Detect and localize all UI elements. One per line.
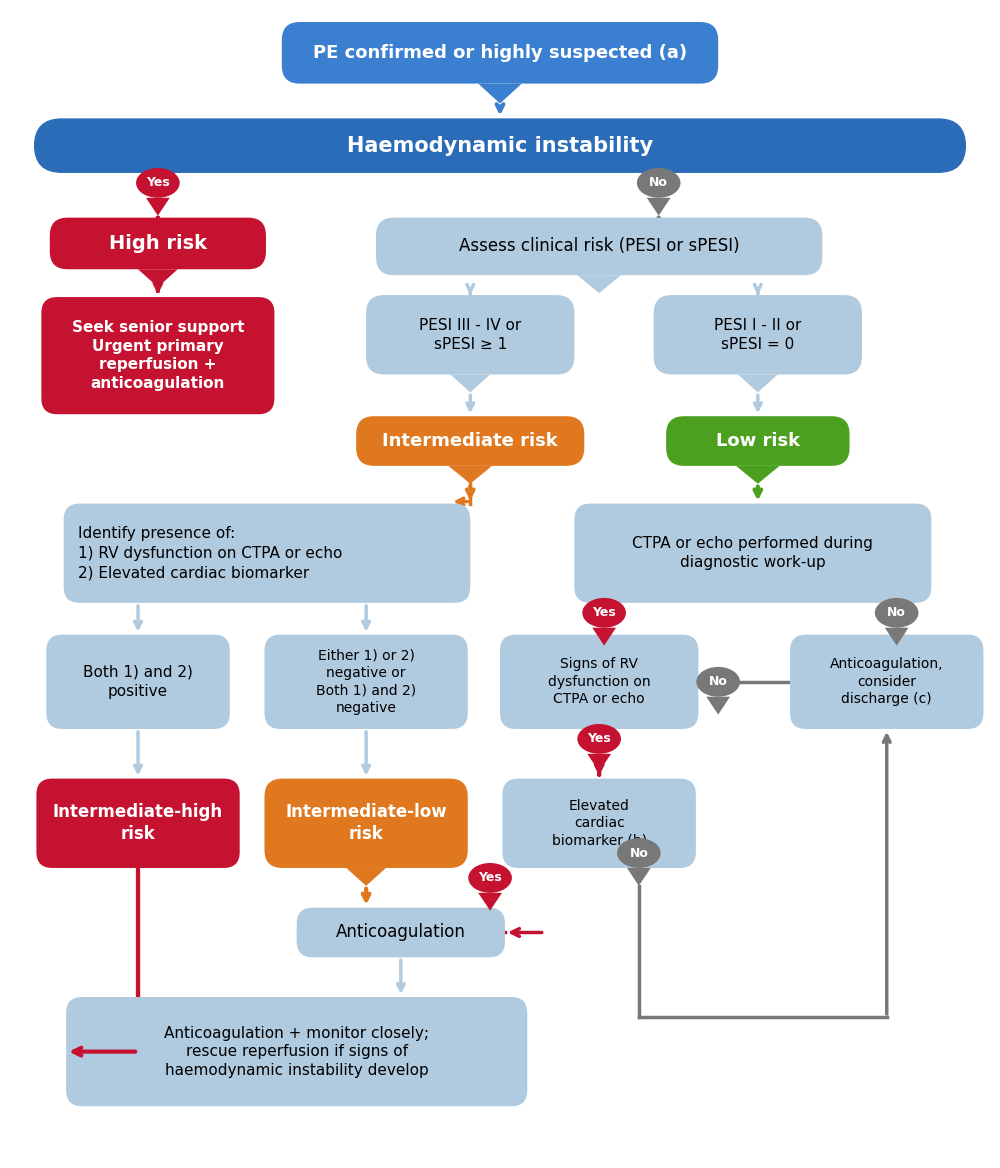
FancyBboxPatch shape (297, 908, 505, 958)
FancyBboxPatch shape (366, 296, 574, 375)
FancyBboxPatch shape (376, 217, 822, 276)
Polygon shape (478, 892, 502, 911)
FancyBboxPatch shape (502, 779, 696, 868)
Polygon shape (592, 627, 616, 646)
Ellipse shape (637, 168, 680, 197)
FancyBboxPatch shape (34, 118, 966, 173)
Text: Either 1) or 2)
negative or
Both 1) and 2)
negative: Either 1) or 2) negative or Both 1) and … (316, 649, 416, 715)
Text: No: No (649, 176, 668, 189)
Polygon shape (146, 197, 170, 216)
Polygon shape (577, 276, 621, 293)
Text: Signs of RV
dysfunction on
CTPA or echo: Signs of RV dysfunction on CTPA or echo (548, 658, 650, 707)
FancyBboxPatch shape (790, 634, 983, 729)
Text: Both 1) and 2)
positive: Both 1) and 2) positive (83, 665, 193, 698)
Text: Low risk: Low risk (716, 432, 800, 450)
Text: PESI III - IV or
sPESI ≥ 1: PESI III - IV or sPESI ≥ 1 (419, 318, 521, 352)
FancyBboxPatch shape (36, 779, 240, 868)
Polygon shape (587, 753, 611, 772)
FancyBboxPatch shape (264, 779, 468, 868)
Text: High risk: High risk (109, 234, 207, 253)
Text: Anticoagulation,
consider
discharge (c): Anticoagulation, consider discharge (c) (830, 658, 944, 707)
Text: Yes: Yes (478, 871, 502, 884)
FancyBboxPatch shape (66, 997, 527, 1106)
Text: Anticoagulation + monitor closely;
rescue reperfusion if signs of
haemodynamic i: Anticoagulation + monitor closely; rescu… (164, 1026, 429, 1078)
Ellipse shape (577, 724, 621, 753)
Polygon shape (647, 197, 671, 216)
Polygon shape (885, 627, 909, 646)
FancyBboxPatch shape (666, 416, 850, 466)
Polygon shape (448, 466, 492, 484)
Text: No: No (887, 606, 906, 619)
FancyBboxPatch shape (64, 503, 470, 603)
FancyBboxPatch shape (41, 297, 274, 415)
Ellipse shape (136, 168, 180, 197)
Text: Haemodynamic instability: Haemodynamic instability (347, 135, 653, 155)
Polygon shape (450, 375, 490, 392)
Polygon shape (738, 375, 778, 392)
Text: PE confirmed or highly suspected (a): PE confirmed or highly suspected (a) (313, 44, 687, 62)
Text: Assess clinical risk (PESI or sPESI): Assess clinical risk (PESI or sPESI) (459, 237, 739, 256)
FancyBboxPatch shape (574, 503, 931, 603)
Text: Elevated
cardiac
biomarker (b): Elevated cardiac biomarker (b) (552, 799, 647, 848)
Text: Identify presence of:
1) RV dysfunction on CTPA or echo
2) Elevated cardiac biom: Identify presence of: 1) RV dysfunction … (78, 526, 342, 580)
Polygon shape (706, 696, 730, 715)
Ellipse shape (875, 598, 918, 627)
Text: Yes: Yes (146, 176, 170, 189)
Polygon shape (627, 868, 651, 885)
Polygon shape (346, 868, 386, 885)
FancyBboxPatch shape (46, 634, 230, 729)
Text: Seek senior support
Urgent primary
reperfusion +
anticoagulation: Seek senior support Urgent primary reper… (72, 320, 244, 391)
Ellipse shape (696, 667, 740, 696)
Text: Intermediate-high
risk: Intermediate-high risk (53, 804, 223, 843)
Text: Yes: Yes (587, 732, 611, 745)
Text: CTPA or echo performed during
diagnostic work-up: CTPA or echo performed during diagnostic… (632, 536, 873, 570)
Polygon shape (736, 466, 780, 484)
Ellipse shape (617, 839, 661, 868)
FancyBboxPatch shape (356, 416, 584, 466)
Text: No: No (709, 675, 728, 688)
Text: PESI I - II or
sPESI = 0: PESI I - II or sPESI = 0 (714, 318, 802, 352)
Text: Yes: Yes (592, 606, 616, 619)
Text: Intermediate risk: Intermediate risk (382, 432, 558, 450)
Text: Anticoagulation: Anticoagulation (336, 924, 466, 941)
Text: No: No (629, 847, 648, 860)
FancyBboxPatch shape (282, 22, 718, 84)
FancyBboxPatch shape (654, 296, 862, 375)
FancyBboxPatch shape (50, 217, 266, 270)
Polygon shape (478, 84, 522, 104)
Ellipse shape (468, 863, 512, 892)
Ellipse shape (582, 598, 626, 627)
FancyBboxPatch shape (500, 634, 698, 729)
Text: Intermediate-low
risk: Intermediate-low risk (285, 804, 447, 843)
FancyBboxPatch shape (264, 634, 468, 729)
Polygon shape (138, 270, 178, 287)
